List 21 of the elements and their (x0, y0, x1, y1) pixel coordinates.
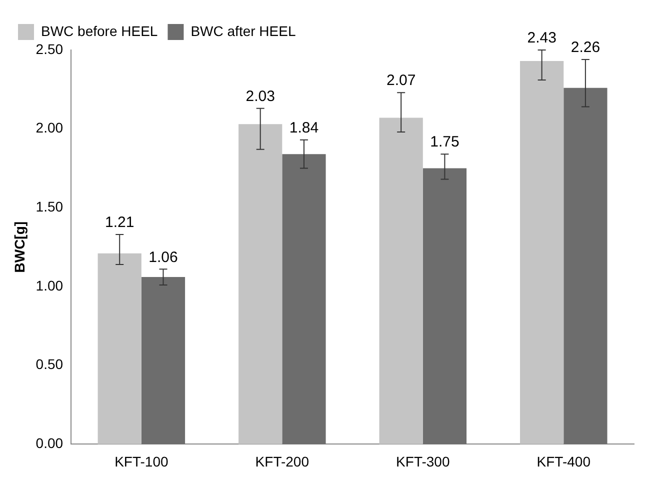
y-tick-label: 0.50 (36, 356, 64, 372)
data-label: 2.43 (527, 30, 556, 47)
y-tick-label: 0.00 (36, 435, 64, 452)
x-tick-label: KFT-300 (396, 453, 450, 470)
x-tick-label: KFT-200 (255, 453, 310, 470)
data-label: 1.06 (148, 248, 178, 266)
data-label: 2.07 (386, 72, 416, 90)
legend-label: BWC after HEEL (190, 22, 296, 39)
data-label: 2.03 (246, 88, 275, 105)
x-tick-label: KFT-100 (114, 453, 168, 470)
data-label: 1.75 (430, 134, 460, 151)
data-label: 1.84 (289, 120, 319, 137)
x-tick-label: KFT-400 (536, 453, 591, 470)
y-tick-label: 1.50 (36, 198, 64, 215)
data-label: 2.26 (570, 39, 600, 56)
data-label: 1.21 (105, 214, 134, 232)
y-tick-label: 2.50 (36, 40, 64, 57)
y-tick-label: 1.00 (36, 277, 64, 294)
y-tick-label: 2.00 (36, 120, 64, 136)
legend-label: BWC before HEEL (41, 22, 158, 39)
y-axis-title: BWC[g] (11, 221, 28, 273)
